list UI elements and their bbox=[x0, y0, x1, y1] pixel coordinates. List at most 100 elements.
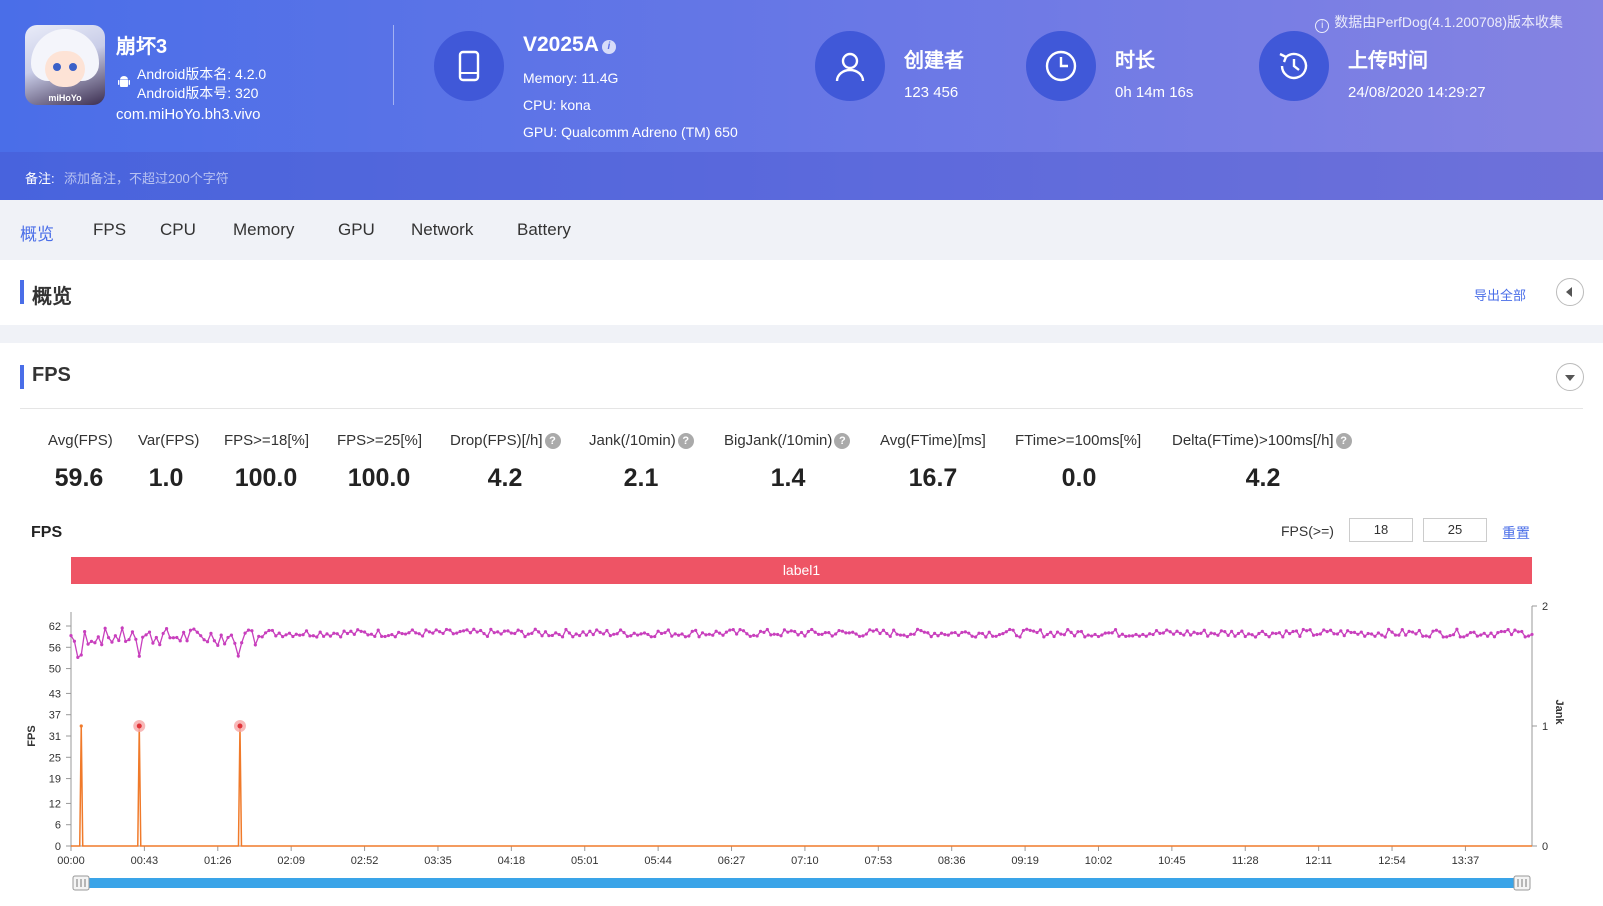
fps-point bbox=[1376, 631, 1380, 635]
x-tick-label: 05:44 bbox=[644, 855, 672, 867]
help-icon[interactable]: ? bbox=[544, 433, 561, 449]
fps-point bbox=[431, 631, 435, 635]
export-all-link[interactable]: 导出全部 bbox=[1474, 288, 1527, 303]
fps-point bbox=[1363, 634, 1367, 638]
reset-link[interactable]: 重置 bbox=[1502, 525, 1530, 541]
x-tick-label: 00:00 bbox=[57, 855, 85, 867]
x-tick-label: 10:02 bbox=[1085, 855, 1113, 867]
fps-point bbox=[380, 634, 384, 638]
fps-point bbox=[339, 635, 343, 639]
fps-point bbox=[134, 637, 138, 641]
fps-point bbox=[690, 629, 694, 633]
fps-threshold-input-1[interactable]: 18 bbox=[1349, 518, 1413, 542]
fps-point bbox=[199, 634, 203, 638]
big-jank-marker-core bbox=[237, 723, 243, 729]
fps-point bbox=[666, 628, 670, 632]
fps-point bbox=[1492, 635, 1497, 639]
fps-point bbox=[1059, 632, 1063, 636]
metric-label-text: Var(FPS) bbox=[138, 432, 200, 449]
fps-point bbox=[502, 629, 507, 633]
fps-point bbox=[1305, 629, 1309, 633]
creator-title: 创建者 bbox=[904, 50, 964, 72]
device-info-icon[interactable]: i bbox=[601, 40, 616, 54]
fps-point bbox=[898, 633, 903, 637]
fps-point bbox=[1356, 632, 1360, 636]
fps-point bbox=[813, 630, 817, 634]
tab-cpu[interactable]: CPU bbox=[160, 220, 196, 239]
fps-point bbox=[895, 632, 899, 636]
tab-memory[interactable]: Memory bbox=[233, 220, 295, 239]
fps-point bbox=[1308, 628, 1312, 632]
fps-point bbox=[89, 639, 94, 643]
fps-point bbox=[506, 629, 510, 633]
fps-point bbox=[622, 630, 626, 635]
fps-point bbox=[212, 639, 216, 643]
fps-point bbox=[318, 630, 322, 634]
fps-point bbox=[1387, 627, 1391, 631]
fps-point bbox=[496, 630, 500, 634]
fps-point bbox=[1195, 632, 1200, 636]
fps-point bbox=[581, 630, 585, 634]
fps-point bbox=[1171, 632, 1176, 636]
fps-point bbox=[1400, 627, 1404, 632]
fps-point bbox=[1407, 629, 1411, 633]
fps-point bbox=[151, 641, 155, 645]
fps-point bbox=[1151, 632, 1155, 637]
fps-point bbox=[1329, 628, 1333, 632]
tab-network[interactable]: Network bbox=[411, 220, 474, 239]
fps-point bbox=[427, 630, 432, 634]
fps-point bbox=[1431, 629, 1435, 633]
fps-point bbox=[526, 632, 531, 636]
fps-threshold-input-2[interactable]: 25 bbox=[1423, 518, 1487, 542]
tab-gpu[interactable]: GPU bbox=[338, 220, 375, 239]
fps-point bbox=[926, 631, 930, 635]
fps-point bbox=[1253, 635, 1258, 639]
tab-battery[interactable]: Battery bbox=[517, 220, 571, 239]
clock-icon bbox=[1026, 31, 1096, 101]
x-tick-label: 05:01 bbox=[571, 855, 599, 867]
help-icon[interactable]: ? bbox=[1335, 433, 1352, 449]
fps-point bbox=[393, 635, 397, 639]
note-band bbox=[0, 152, 1603, 200]
fps-point bbox=[1325, 630, 1329, 634]
fps-point bbox=[851, 630, 855, 634]
tab-fps[interactable]: FPS bbox=[93, 220, 127, 239]
fps-point bbox=[680, 632, 684, 636]
fps-point bbox=[909, 632, 913, 636]
fps-point bbox=[714, 629, 718, 633]
fps-point bbox=[786, 630, 790, 634]
fps-point bbox=[246, 628, 251, 632]
fps-point bbox=[475, 630, 479, 634]
fps-point bbox=[516, 628, 520, 632]
fps-point bbox=[1154, 629, 1159, 633]
fps-point bbox=[335, 632, 339, 636]
fps-point bbox=[991, 634, 995, 638]
zoom-scrollbar[interactable] bbox=[81, 878, 1522, 888]
fps-point bbox=[311, 634, 315, 638]
fps-point bbox=[345, 631, 350, 636]
fps-point bbox=[1294, 629, 1299, 633]
help-icon[interactable]: ? bbox=[834, 433, 851, 449]
collapse-left-button[interactable] bbox=[1556, 278, 1584, 306]
fps-point bbox=[618, 628, 623, 632]
fps-point bbox=[1103, 631, 1107, 635]
fps-point bbox=[1383, 635, 1387, 639]
fps-point bbox=[574, 632, 578, 636]
fps-point bbox=[1417, 628, 1421, 633]
fps-point bbox=[182, 630, 186, 634]
fps-point bbox=[390, 633, 394, 637]
fps-point bbox=[697, 635, 701, 639]
fps-point bbox=[1083, 635, 1087, 639]
metric-label: BigJank(/10min)? bbox=[724, 432, 851, 449]
fps-point bbox=[1410, 630, 1415, 634]
tab-overview[interactable]: 概览 bbox=[20, 225, 54, 244]
help-icon[interactable]: ? bbox=[677, 433, 694, 449]
fps-point bbox=[1260, 629, 1264, 633]
x-tick-label: 01:26 bbox=[204, 855, 232, 867]
fps-point bbox=[1100, 633, 1104, 637]
metric-label: Var(FPS) bbox=[138, 432, 199, 449]
collapse-down-button[interactable] bbox=[1556, 363, 1584, 391]
fps-point bbox=[816, 632, 821, 636]
note-input[interactable]: 添加备注，不超过200个字符 bbox=[64, 171, 229, 186]
